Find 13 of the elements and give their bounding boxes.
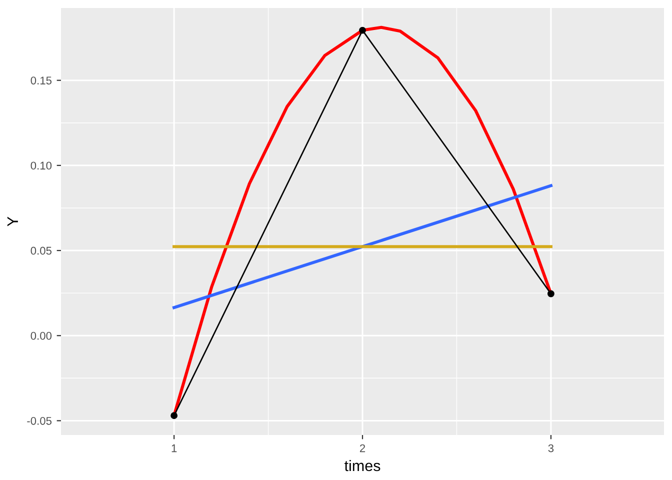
y-tick-label: 0.05 bbox=[30, 246, 52, 255]
x-tick-label: 3 bbox=[548, 444, 554, 452]
y-tick-label: 0.00 bbox=[30, 332, 52, 340]
x-tick-label: 1 bbox=[172, 444, 177, 452]
x-tick-label: 2 bbox=[360, 444, 366, 452]
y-axis-title: Y bbox=[7, 216, 18, 226]
point bbox=[170, 412, 178, 420]
point bbox=[359, 26, 366, 34]
y-tick-label: 0.15 bbox=[30, 76, 52, 84]
x-axis-title: times bbox=[344, 460, 380, 472]
y-tick-label: 0.10 bbox=[30, 162, 52, 170]
y-tick-label: -0.05 bbox=[27, 416, 52, 425]
point bbox=[547, 290, 554, 298]
